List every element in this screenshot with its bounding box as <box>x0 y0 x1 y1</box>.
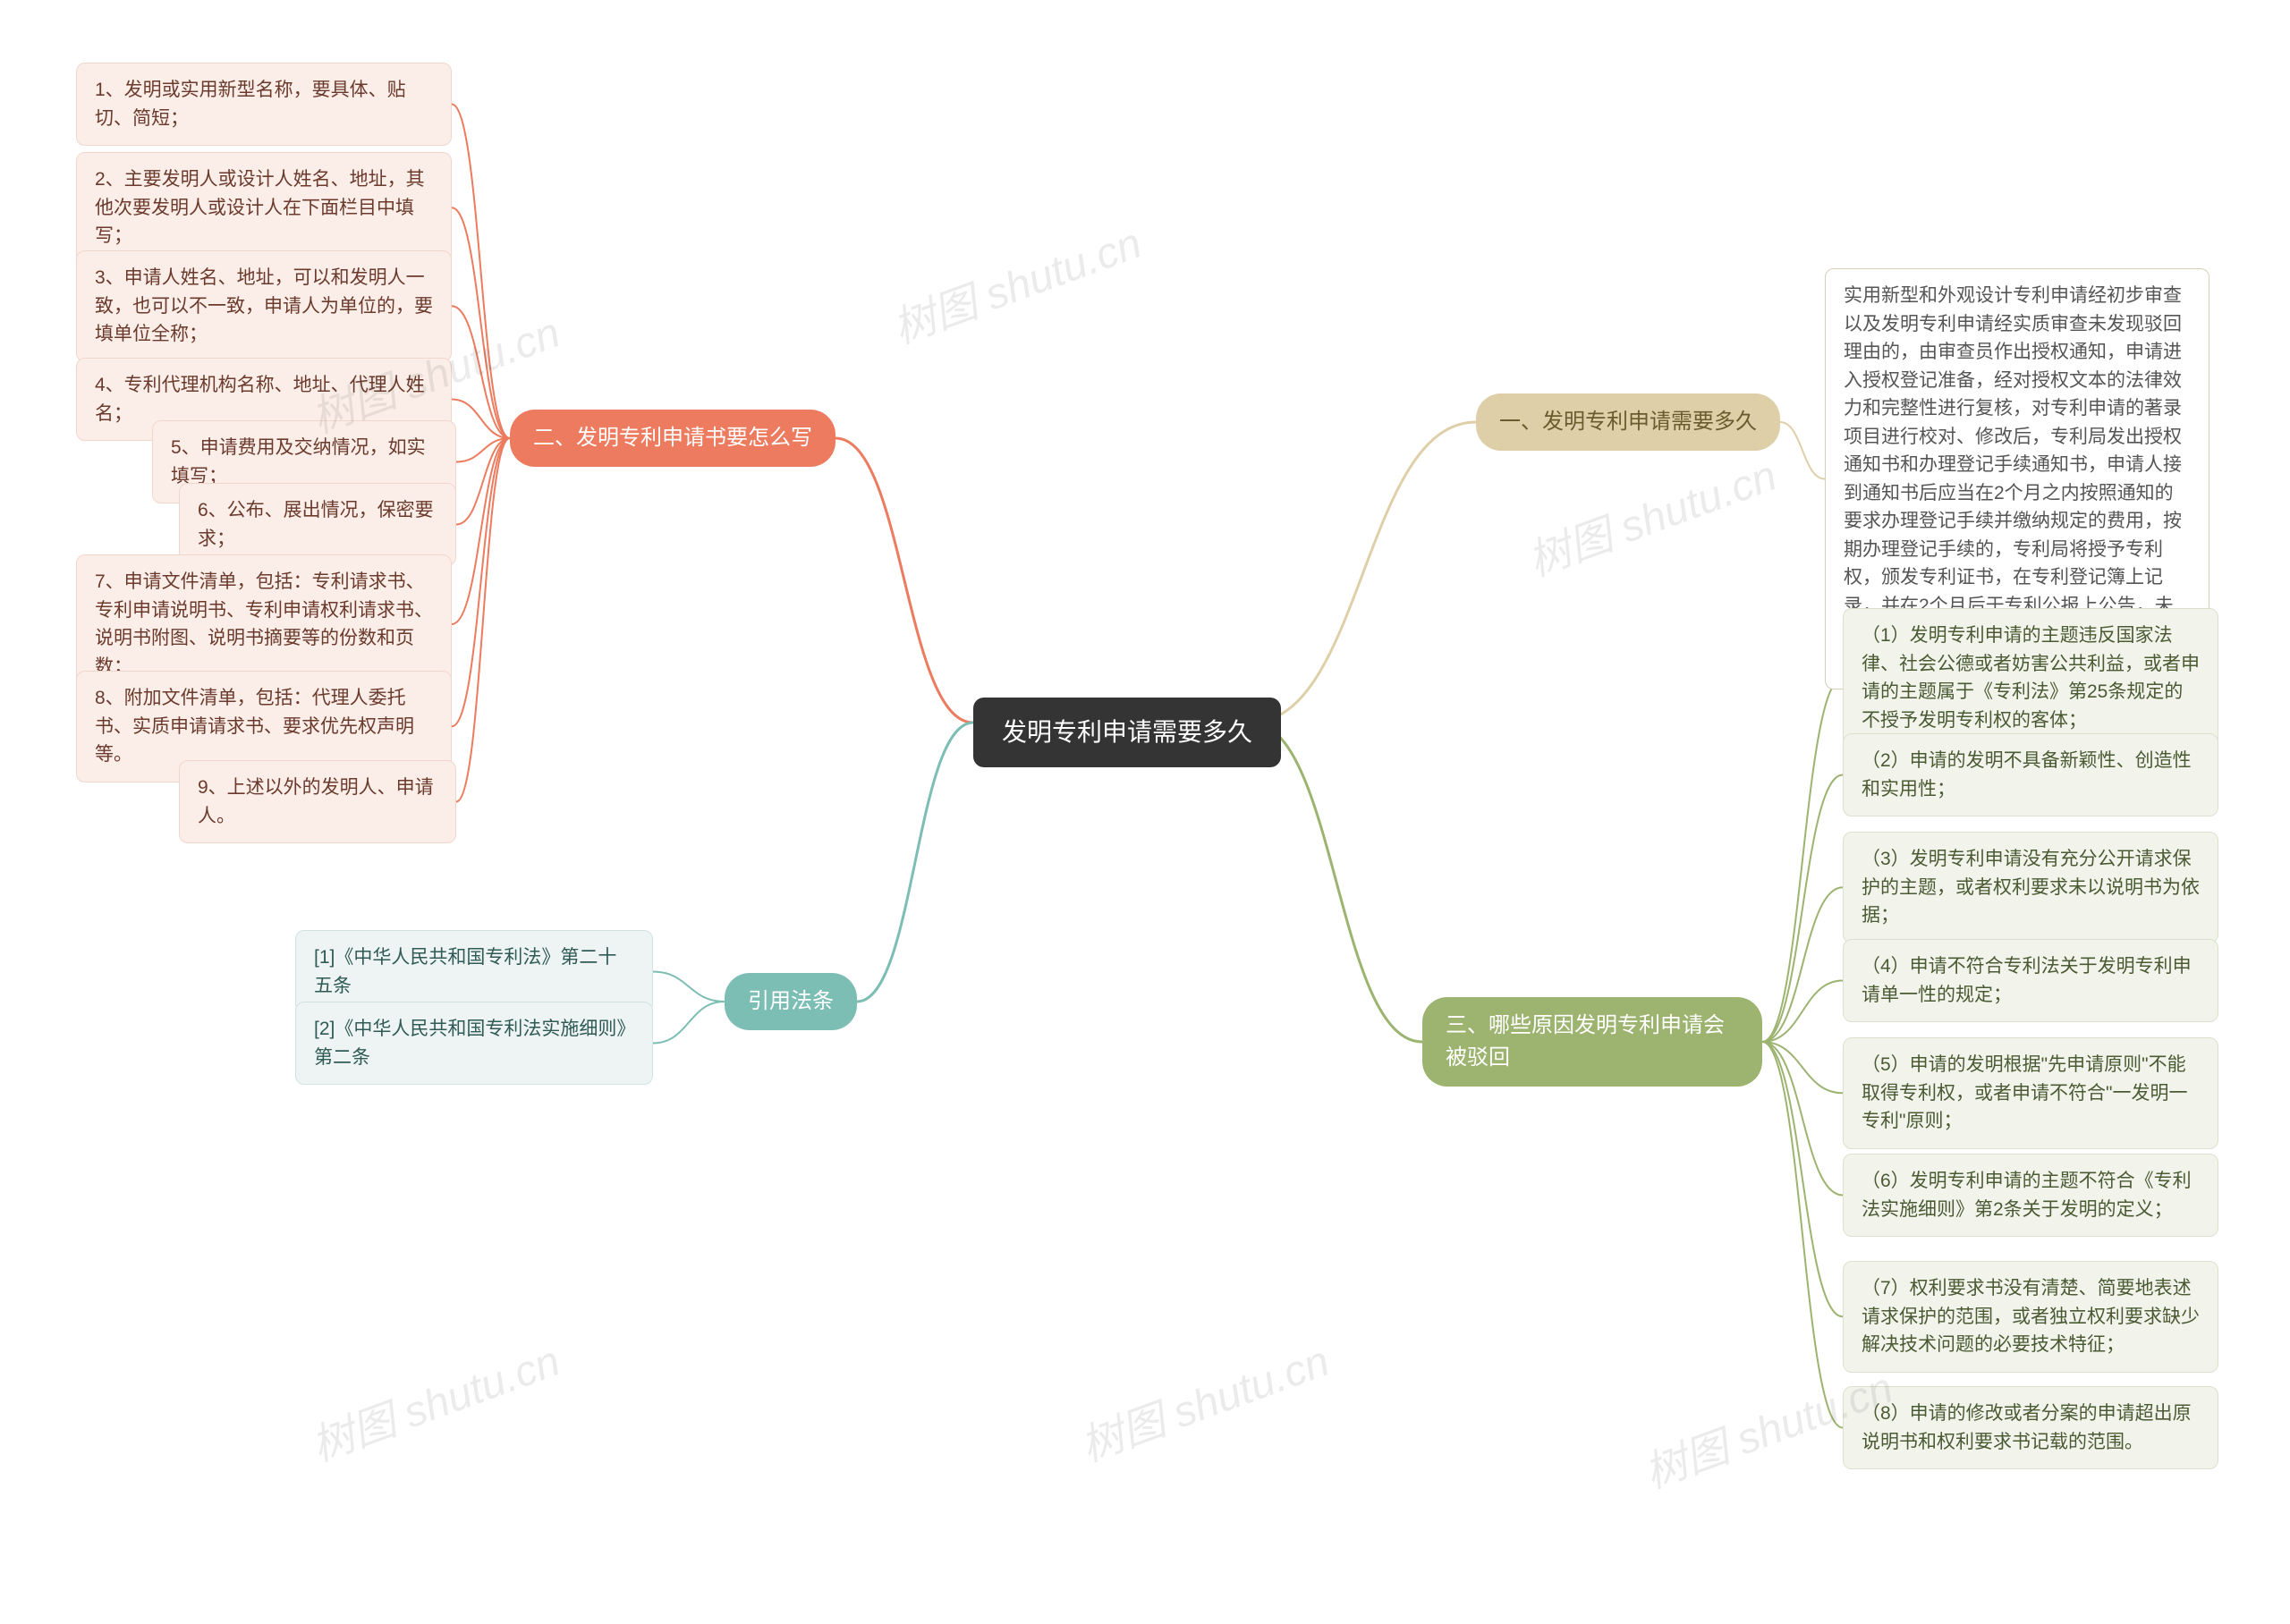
watermark: 树图 shutu.cn <box>1071 1325 1336 1473</box>
leaf-node: （6）发明专利申请的主题不符合《专利法实施细则》第2条关于发明的定义； <box>1843 1154 2218 1237</box>
leaf-node: （1）发明专利申请的主题违反国家法律、社会公德或者妨害公共利益，或者申请的主题属… <box>1843 608 2218 748</box>
watermark: 树图 shutu.cn <box>301 1325 567 1473</box>
leaf-node: 3、申请人姓名、地址，可以和发明人一致，也可以不一致，申请人为单位的，要填单位全… <box>76 250 452 362</box>
leaf-node: （4）申请不符合专利法关于发明专利申请单一性的规定； <box>1843 939 2218 1022</box>
leaf-node: （5）申请的发明根据"先申请原则"不能取得专利权，或者申请不符合"一发明一专利"… <box>1843 1037 2218 1149</box>
leaf-node: （3）发明专利申请没有充分公开请求保护的主题，或者权利要求未以说明书为依据； <box>1843 832 2218 943</box>
branch-node-b3: 三、哪些原因发明专利申请会被驳回 <box>1422 997 1762 1087</box>
leaf-node: （8）申请的修改或者分案的申请超出原说明书和权利要求书记载的范围。 <box>1843 1386 2218 1469</box>
watermark: 树图 shutu.cn <box>1518 440 1784 588</box>
branch-node-b4: 引用法条 <box>725 973 857 1030</box>
leaf-node: （2）申请的发明不具备新颖性、创造性和实用性； <box>1843 733 2218 816</box>
leaf-node: （7）权利要求书没有清楚、简要地表述请求保护的范围，或者独立权利要求缺少解决技术… <box>1843 1261 2218 1373</box>
watermark: 树图 shutu.cn <box>883 207 1149 355</box>
branch-node-b2: 二、发明专利申请书要怎么写 <box>510 410 835 467</box>
leaf-node: 2、主要发明人或设计人姓名、地址，其他次要发明人或设计人在下面栏目中填写； <box>76 152 452 264</box>
leaf-node: 9、上述以外的发明人、申请人。 <box>179 760 456 843</box>
leaf-node: 1、发明或实用新型名称，要具体、贴切、简短； <box>76 63 452 146</box>
branch-node-b1: 一、发明专利申请需要多久 <box>1476 393 1780 451</box>
leaf-node: [2]《中华人民共和国专利法实施细则》第二条 <box>295 1002 653 1085</box>
center-node: 发明专利申请需要多久 <box>973 698 1281 767</box>
